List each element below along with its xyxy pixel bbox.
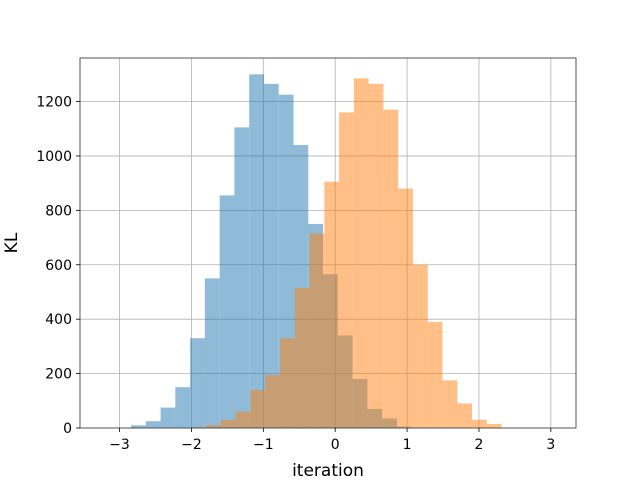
histogram-bar-series-1: [145, 421, 161, 428]
histogram-bar-series-1: [160, 407, 176, 428]
axis-ticks: −3 −2 −1 0 1 2 3 0 200 400 600 800 1000 1200: [36, 95, 555, 453]
histogram-bar-series-2: [457, 403, 473, 428]
histogram-bar-series-1: [131, 425, 146, 428]
histogram-bar-series-2: [427, 321, 443, 428]
y-tick-label: 0: [63, 421, 72, 437]
histogram-bar-series-2: [398, 188, 413, 428]
histogram-bar-series-2: [250, 389, 266, 428]
x-tick-label: 0: [331, 437, 340, 453]
x-axis-label: iteration: [292, 461, 364, 480]
histogram-bar-series-2: [471, 419, 487, 428]
histogram-bar-series-2: [412, 264, 428, 428]
histogram-bar-series-2: [279, 338, 295, 428]
y-tick-label: 1200: [36, 95, 72, 111]
histogram-bar-series-1: [234, 127, 250, 428]
x-tick-label: −1: [253, 437, 274, 453]
y-tick-label: 200: [45, 367, 72, 383]
histogram-bar-series-2: [486, 423, 502, 428]
histogram-bar-series-2: [265, 374, 281, 428]
histogram-bar-series-2: [235, 411, 251, 428]
y-tick-label: 400: [45, 312, 72, 328]
y-tick-label: 1000: [36, 149, 72, 165]
histogram-bar-series-2: [324, 181, 340, 428]
y-tick-label: 600: [45, 258, 72, 274]
x-tick-label: 1: [403, 437, 412, 453]
histogram-bar-series-2: [368, 83, 384, 429]
histogram-bar-series-2: [206, 425, 221, 428]
histogram-bar-series-1: [204, 278, 220, 428]
histogram-bar-series-2: [220, 419, 236, 428]
histogram-bar-series-1: [175, 387, 191, 428]
histogram-bar-series-2: [309, 233, 325, 428]
x-tick-label: 3: [546, 437, 555, 453]
histogram-bar-series-2: [383, 109, 399, 429]
x-tick-label: −3: [109, 437, 130, 453]
histogram-bar-series-2: [339, 112, 354, 428]
histogram-bar-series-2: [442, 380, 458, 428]
histogram-bar-series-1: [190, 338, 205, 428]
x-tick-label: 2: [474, 437, 483, 453]
histogram-bars: [131, 74, 502, 429]
histogram-bar-series-1: [249, 74, 264, 428]
y-axis-label: KL: [2, 232, 22, 253]
histogram-bar-series-2: [353, 78, 369, 428]
histogram-bar-series-1: [263, 83, 279, 429]
y-tick-label: 800: [45, 203, 72, 219]
histogram-bar-series-1: [219, 195, 235, 428]
x-tick-label: −2: [181, 437, 202, 453]
plot-frame: [79, 57, 577, 429]
histogram-bar-series-2: [294, 287, 310, 428]
